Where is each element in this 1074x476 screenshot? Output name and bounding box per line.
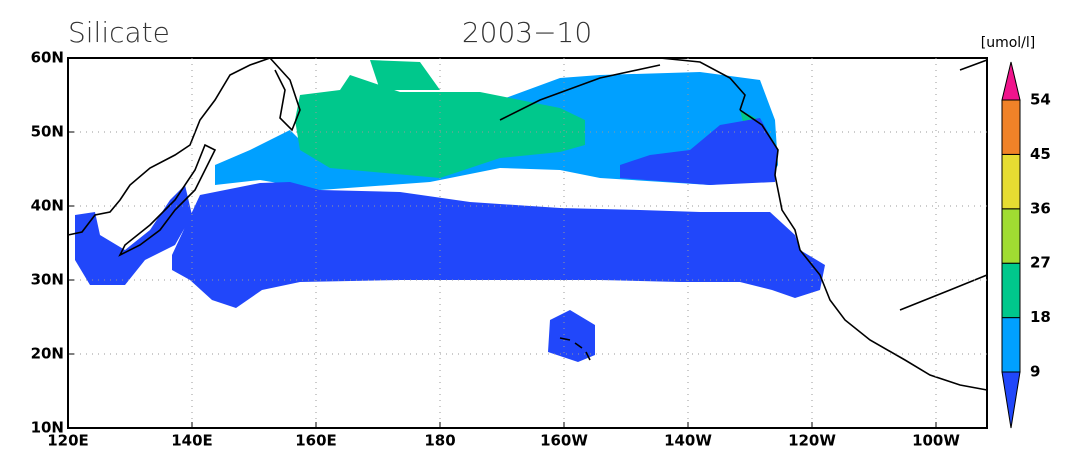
coast-japan: [118, 143, 217, 257]
lat-label: 30N: [31, 271, 64, 289]
title: Silicate: [68, 16, 170, 49]
field-below-9: [75, 118, 825, 362]
coast-hawaii: [559, 337, 591, 361]
lat-label: 60N: [31, 49, 64, 67]
date: 2003−10: [462, 16, 592, 49]
colorbar-label: 27: [1030, 254, 1051, 272]
colorbar-label: 36: [1030, 199, 1051, 217]
lon-label: 100W: [912, 432, 960, 450]
lon-label: 140W: [664, 432, 712, 450]
coast-alaska: [499, 57, 746, 121]
lon-label: 160W: [540, 432, 588, 450]
map-frame: [67, 57, 988, 429]
colorbar-low: [1001, 371, 1021, 429]
lat-label: 20N: [31, 345, 64, 363]
lat-label: 40N: [31, 197, 64, 215]
fields: [75, 60, 825, 362]
lon-label: 120E: [47, 432, 89, 450]
colorbar-label: 9: [1030, 363, 1040, 381]
lon-label: 140E: [171, 432, 213, 450]
colorbar-segment: [1001, 153, 1021, 210]
coast-kamchatka: [269, 57, 301, 132]
lon-label: 160E: [295, 432, 337, 450]
colorbar-unit: [umol/l]: [981, 35, 1036, 51]
colorbar-segment: [1001, 317, 1021, 373]
colorbar-segment: [1001, 208, 1021, 264]
colorbar-segment: [1001, 99, 1021, 155]
lon-label: 120W: [788, 432, 836, 450]
colorbar-label: 18: [1030, 308, 1051, 326]
coast-asia: [67, 57, 271, 236]
lat-label: 10N: [31, 419, 64, 437]
colorbar-high: [1001, 61, 1021, 101]
lon-label: 180: [424, 432, 455, 450]
lat-label: 50N: [31, 123, 64, 141]
colorbar-label: 45: [1030, 145, 1051, 163]
colorbar-label: 54: [1030, 91, 1051, 109]
field-18-27: [295, 60, 775, 178]
colorbar-segment: [1001, 262, 1021, 319]
